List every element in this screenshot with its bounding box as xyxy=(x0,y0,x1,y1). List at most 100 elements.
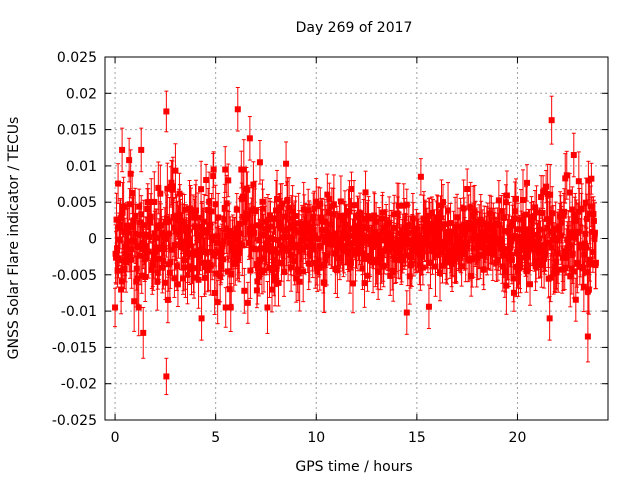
data-marker xyxy=(195,214,202,221)
data-marker xyxy=(425,212,432,219)
data-marker xyxy=(357,226,364,233)
data-marker xyxy=(434,252,441,259)
data-marker xyxy=(347,259,354,266)
data-marker xyxy=(370,241,377,248)
x-tick-label: 20 xyxy=(509,430,527,446)
data-marker xyxy=(276,242,283,249)
data-marker xyxy=(520,231,527,238)
data-marker xyxy=(414,232,421,239)
data-marker xyxy=(237,230,244,237)
data-marker xyxy=(347,225,354,232)
x-tick-label: 10 xyxy=(307,430,325,446)
data-marker xyxy=(318,214,325,221)
data-marker xyxy=(279,200,286,207)
data-marker xyxy=(206,198,213,205)
data-marker xyxy=(146,233,153,240)
data-marker xyxy=(561,264,568,271)
data-marker xyxy=(156,255,163,262)
data-marker xyxy=(181,257,188,264)
data-marker xyxy=(365,215,372,222)
data-marker xyxy=(307,228,314,235)
data-marker xyxy=(183,231,190,238)
data-marker xyxy=(171,275,178,282)
data-marker xyxy=(202,249,209,256)
data-marker xyxy=(366,233,373,240)
data-marker xyxy=(245,211,252,218)
data-marker xyxy=(154,278,161,285)
data-marker xyxy=(268,267,275,274)
data-point xyxy=(440,184,447,221)
data-marker xyxy=(551,234,558,241)
data-marker xyxy=(192,223,199,230)
data-marker xyxy=(381,229,388,236)
data-marker xyxy=(129,190,136,197)
data-marker xyxy=(566,242,573,249)
data-marker xyxy=(506,224,513,231)
data-marker xyxy=(581,251,588,258)
data-marker xyxy=(410,244,417,251)
data-marker xyxy=(330,211,337,218)
data-point xyxy=(214,280,221,325)
data-point xyxy=(203,163,210,197)
data-marker xyxy=(482,246,489,253)
data-marker xyxy=(200,227,207,234)
data-marker xyxy=(115,255,122,262)
data-marker xyxy=(189,251,196,258)
data-marker xyxy=(323,252,330,259)
data-marker xyxy=(304,221,311,228)
axis-ticks: 0 5 10 15 20 -0.025 -0.02 -0.015 -0.01 -0.005 0 0.0… xyxy=(52,50,608,446)
data-marker xyxy=(374,259,381,266)
data-marker xyxy=(428,209,435,216)
data-marker xyxy=(487,240,494,247)
data-marker xyxy=(180,227,187,234)
data-marker xyxy=(392,256,399,263)
data-marker xyxy=(532,204,539,211)
data-marker xyxy=(527,281,534,288)
data-marker xyxy=(454,214,461,221)
highlight-point xyxy=(234,86,241,132)
y-tick-label: -0.02 xyxy=(61,377,97,393)
data-marker xyxy=(496,222,503,229)
data-marker xyxy=(529,236,536,243)
data-marker xyxy=(202,274,209,281)
data-marker xyxy=(249,223,256,230)
data-marker xyxy=(174,281,181,288)
data-marker xyxy=(394,211,401,218)
data-marker xyxy=(579,244,586,251)
highlight-point xyxy=(417,158,424,196)
data-marker xyxy=(182,223,189,230)
y-tick-label: 0.015 xyxy=(57,123,97,139)
data-marker xyxy=(431,240,438,247)
data-marker xyxy=(575,178,582,185)
data-marker xyxy=(396,230,403,237)
data-marker xyxy=(143,254,150,261)
data-marker xyxy=(390,267,397,274)
data-marker xyxy=(405,229,412,236)
data-marker xyxy=(218,263,225,270)
data-marker xyxy=(169,186,176,193)
data-marker xyxy=(140,222,147,229)
data-marker xyxy=(121,228,128,235)
data-marker xyxy=(411,237,418,244)
data-marker xyxy=(234,106,241,113)
y-tick-label: 0.025 xyxy=(57,50,97,66)
data-marker xyxy=(174,217,181,224)
data-marker xyxy=(383,222,390,229)
data-marker xyxy=(125,229,132,236)
data-marker xyxy=(341,216,348,223)
data-marker xyxy=(226,228,233,235)
data-marker xyxy=(215,214,222,221)
data-point xyxy=(191,256,198,299)
data-marker xyxy=(162,279,169,286)
data-marker xyxy=(289,208,296,215)
data-marker xyxy=(318,226,325,233)
data-marker xyxy=(540,242,547,249)
data-marker xyxy=(563,172,570,179)
data-marker xyxy=(321,279,328,286)
data-marker xyxy=(375,268,382,275)
data-marker xyxy=(139,239,146,246)
data-marker xyxy=(530,214,537,221)
data-marker xyxy=(208,233,215,240)
data-marker xyxy=(382,225,389,232)
data-point xyxy=(204,233,211,293)
